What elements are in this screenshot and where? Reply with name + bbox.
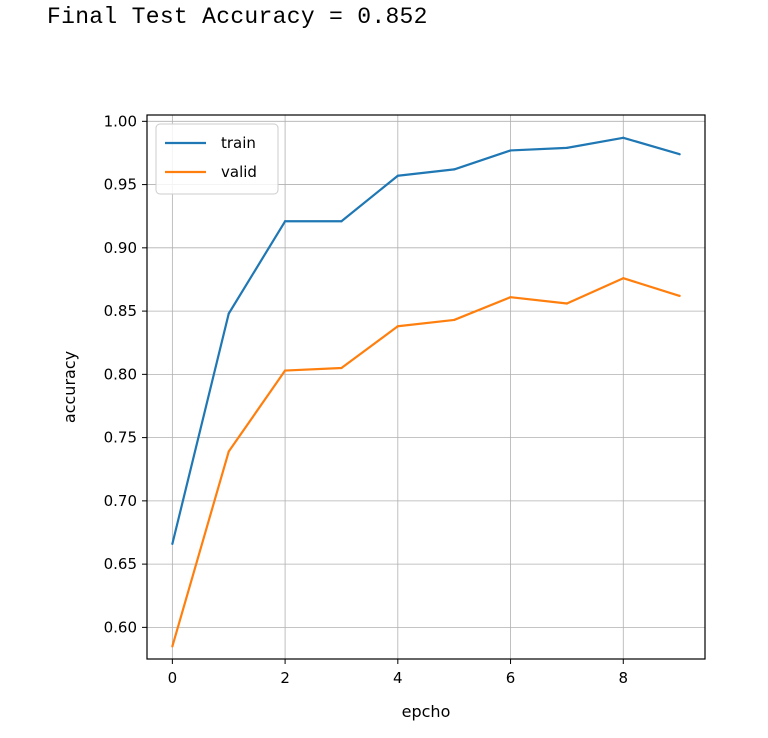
data-point-valid bbox=[283, 369, 287, 372]
data-point-valid bbox=[678, 294, 681, 298]
data-point-train bbox=[678, 153, 681, 156]
x-tick-label: 2 bbox=[280, 669, 290, 687]
y-tick-label: 0.85 bbox=[104, 302, 137, 320]
y-tick-label: 0.95 bbox=[104, 176, 137, 194]
data-point-train bbox=[283, 220, 287, 223]
y-tick-label: 0.90 bbox=[104, 239, 137, 257]
data-point-valid bbox=[453, 318, 456, 322]
series-line-train bbox=[171, 136, 680, 545]
legend-box bbox=[155, 123, 279, 195]
ticks: 0 2 4 6 8 0.60 0.65 0.70 0.75 0.80 0.85 0.90 0.95 1.0… bbox=[104, 112, 628, 687]
x-tick-label: 6 bbox=[506, 669, 516, 687]
legend: train valid bbox=[155, 123, 279, 195]
plot-frame bbox=[146, 114, 706, 660]
data-point-train bbox=[171, 542, 174, 545]
y-tick-label: 0.60 bbox=[104, 618, 137, 636]
series-layer bbox=[171, 136, 681, 648]
y-tick-label: 0.75 bbox=[104, 429, 137, 447]
x-tick-label: 0 bbox=[168, 669, 178, 687]
data-point-train bbox=[227, 312, 230, 315]
data-point-train bbox=[396, 174, 399, 177]
data-point-train bbox=[565, 146, 569, 149]
legend-label-valid: valid bbox=[221, 163, 257, 181]
x-tick-label: 4 bbox=[393, 669, 403, 687]
y-tick-label: 1.00 bbox=[104, 112, 137, 130]
series-line-valid bbox=[171, 277, 680, 647]
y-tick-label: 0.80 bbox=[104, 365, 137, 383]
data-point-valid bbox=[509, 296, 512, 299]
y-axis-label: accuracy bbox=[60, 351, 79, 423]
data-point-valid bbox=[396, 325, 399, 328]
legend-label-train: train bbox=[221, 134, 256, 152]
data-point-train bbox=[622, 136, 625, 139]
data-point-valid bbox=[340, 366, 343, 370]
data-point-valid bbox=[565, 302, 569, 305]
y-tick-label: 0.70 bbox=[104, 492, 137, 510]
output-text: Final Test Accuracy = 0.852 bbox=[47, 4, 428, 30]
y-tick-label: 0.65 bbox=[104, 555, 137, 573]
grid bbox=[147, 115, 705, 659]
data-point-train bbox=[453, 168, 456, 171]
x-axis-label: epcho bbox=[402, 702, 451, 721]
data-point-valid bbox=[622, 277, 625, 280]
data-point-train bbox=[340, 220, 343, 223]
data-point-valid bbox=[227, 450, 230, 453]
data-point-train bbox=[509, 149, 512, 152]
x-tick-label: 8 bbox=[618, 669, 628, 687]
data-point-valid bbox=[171, 645, 174, 648]
